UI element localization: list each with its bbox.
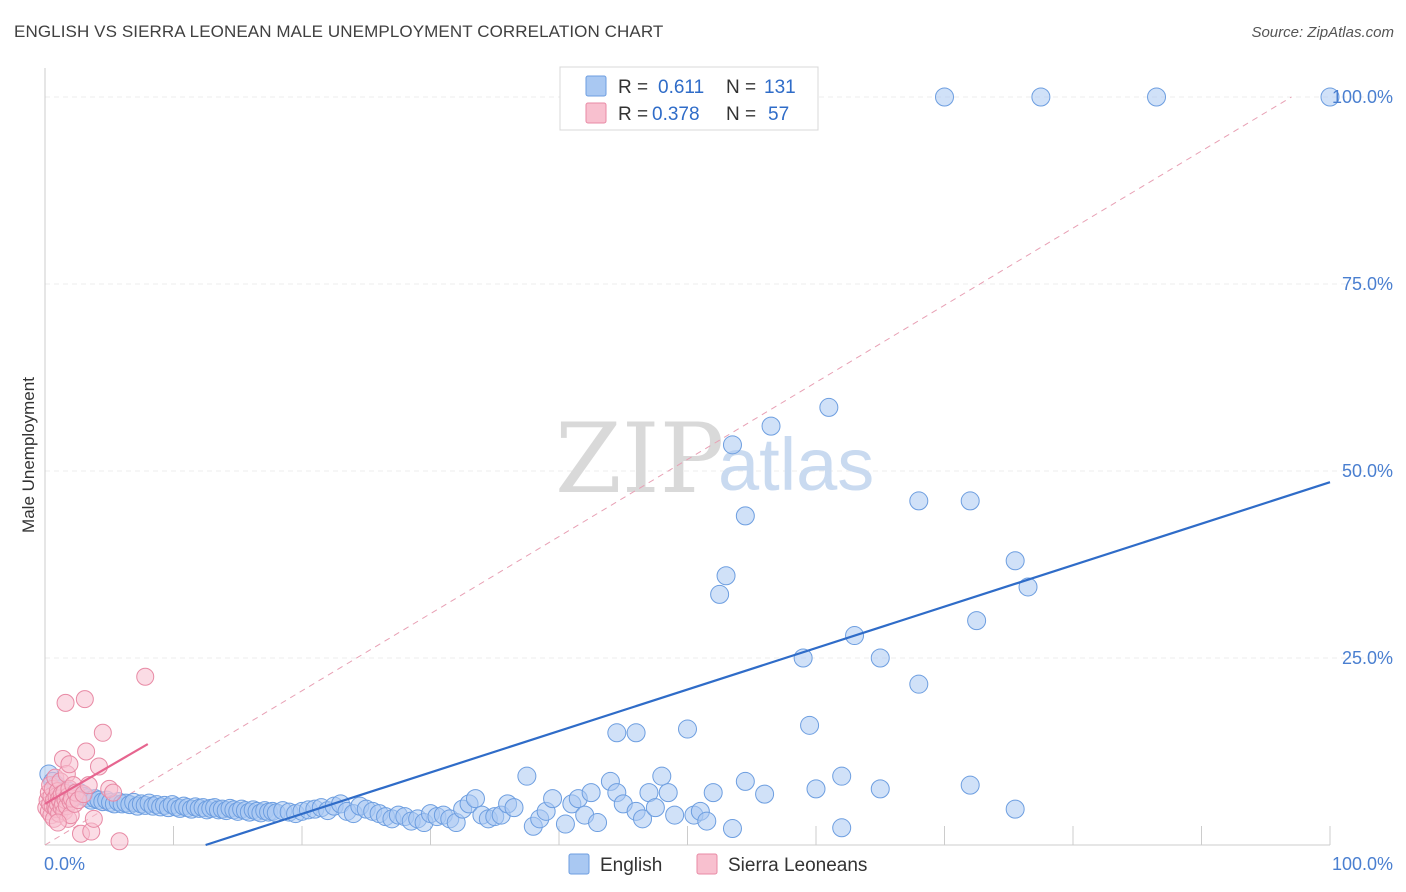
legend-n-value-1: 131 — [764, 77, 796, 98]
y-tick-label-100: 100.0% — [1332, 87, 1393, 107]
data-point — [665, 805, 685, 825]
data-point — [909, 491, 929, 511]
chart-title: ENGLISH VS SIERRA LEONEAN MALE UNEMPLOYM… — [14, 22, 664, 41]
legend-swatch-english — [585, 75, 607, 97]
series-legend-sierra-leoneans: Sierra Leoneans — [728, 855, 867, 876]
data-point — [658, 783, 678, 803]
data-point — [84, 809, 103, 828]
series-legend-swatch-sierra-leoneans — [696, 853, 718, 875]
data-point — [626, 723, 646, 743]
y-tick-label-75: 75.0% — [1342, 274, 1393, 294]
data-point — [93, 723, 112, 742]
data-point — [832, 766, 852, 786]
legend-n-label-1: N = — [726, 77, 756, 98]
series-sierra-leoneans — [37, 667, 155, 851]
trend-line-sierra-leoneans — [44, 743, 149, 805]
data-point — [960, 491, 980, 511]
data-point — [806, 779, 826, 799]
data-point — [1005, 551, 1025, 571]
legend-r-value-2: 0.378 — [652, 104, 700, 125]
x-tick-label-min: 0.0% — [44, 854, 85, 874]
data-point — [870, 779, 890, 799]
data-point — [755, 784, 775, 804]
data-point — [909, 674, 929, 694]
data-point — [967, 611, 987, 631]
diagonal-reference-line — [44, 96, 1292, 846]
data-point — [1031, 87, 1051, 107]
correlation-legend: R = 0.611 N = 131 R = 0.378 N = 57 — [559, 66, 819, 131]
legend-r-label-1: R = — [618, 77, 648, 98]
data-point — [56, 693, 75, 712]
data-point — [543, 789, 563, 809]
data-point — [710, 584, 730, 604]
y-tick-label-50: 50.0% — [1342, 461, 1393, 481]
data-point — [1005, 799, 1025, 819]
legend-r-label-2: R = — [618, 104, 648, 125]
data-point — [1320, 87, 1340, 107]
watermark: ZIP atlas — [555, 403, 874, 515]
data-point — [633, 809, 653, 829]
x-tick-label-max: 100.0% — [1332, 854, 1393, 874]
data-point — [652, 766, 672, 786]
data-point — [722, 819, 742, 839]
data-point — [60, 755, 79, 774]
data-point — [935, 87, 954, 107]
legend-swatch-sierra-leoneans — [585, 102, 607, 124]
data-point — [588, 813, 608, 833]
data-point — [77, 742, 96, 761]
data-point — [48, 813, 67, 832]
series-legend: English Sierra Leoneans — [568, 853, 867, 876]
source-label: Source: ZipAtlas.com — [1251, 24, 1394, 41]
series-english — [39, 87, 1340, 839]
watermark-atlas: atlas — [718, 423, 874, 506]
data-point — [1147, 87, 1167, 107]
data-point — [735, 506, 755, 526]
legend-n-value-2: 57 — [768, 104, 789, 125]
legend-r-value-1: 0.611 — [658, 77, 704, 98]
data-point — [645, 798, 665, 818]
data-point — [703, 783, 723, 803]
data-point — [870, 648, 890, 668]
data-point — [697, 811, 717, 831]
series-legend-swatch-english — [568, 853, 590, 875]
data-point — [517, 766, 537, 786]
data-point — [465, 789, 485, 809]
data-point — [819, 397, 839, 417]
trend-lines — [44, 481, 1331, 847]
trend-line-english — [205, 481, 1331, 847]
data-point — [110, 832, 129, 851]
data-point — [1018, 577, 1038, 597]
data-point — [136, 667, 155, 686]
points — [37, 87, 1340, 851]
data-point — [555, 814, 575, 834]
data-point — [716, 566, 736, 586]
data-point — [104, 783, 123, 802]
diagonal-line — [44, 96, 1292, 846]
grid-lines — [45, 96, 1395, 659]
data-point — [960, 775, 980, 795]
series-legend-english: English — [600, 855, 662, 876]
data-point — [800, 715, 820, 735]
tick-labels: 25.0% 50.0% 75.0% 100.0% 0.0% 100.0% — [44, 87, 1393, 874]
y-tick-label-25: 25.0% — [1342, 648, 1393, 668]
watermark-zip: ZIP — [555, 403, 724, 515]
data-point — [832, 818, 852, 838]
y-axis-label: Male Unemployment — [19, 377, 38, 533]
data-point — [761, 416, 781, 436]
data-point — [504, 798, 524, 818]
data-point — [581, 783, 601, 803]
data-point — [607, 723, 627, 743]
data-point — [75, 690, 94, 709]
legend-n-label-2: N = — [726, 104, 756, 125]
data-point — [722, 435, 742, 455]
data-point — [678, 719, 697, 739]
data-point — [735, 771, 755, 791]
